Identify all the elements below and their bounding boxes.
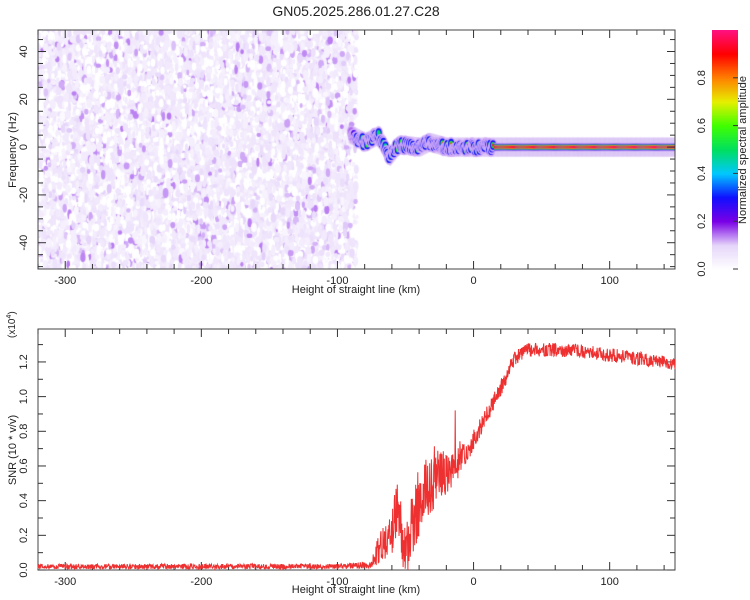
colorbar-tick-label: 0.6 bbox=[696, 118, 708, 133]
spectrogram-x-tick-label: 100 bbox=[600, 275, 618, 287]
spectrogram-y-tick-label: -20 bbox=[18, 187, 30, 203]
snr-y-tick-label: 1.2 bbox=[18, 354, 30, 369]
bottom-y-axis-label: SNR (10 * v/v) bbox=[7, 415, 19, 485]
bottom-x-axis-label: Height of straight line (km) bbox=[292, 584, 420, 596]
snr-x-tick-label: -200 bbox=[190, 576, 212, 588]
colorbar-tick-label: 0.8 bbox=[696, 70, 708, 85]
snr-x-tick-label: -300 bbox=[54, 576, 76, 588]
snr-y-tick-label: 0.0 bbox=[18, 562, 30, 577]
chart-title: GN05.2025.286.01.27.C28 bbox=[272, 3, 440, 19]
top-x-axis-label: Height of straight line (km) bbox=[292, 284, 420, 296]
spectrogram-x-tick-label: -300 bbox=[54, 275, 76, 287]
spectrogram-x-tick-label: -200 bbox=[190, 275, 212, 287]
snr-x-tick-label: 100 bbox=[600, 576, 618, 588]
colorbar-label: Normalized spectral amplitude bbox=[737, 76, 749, 224]
snr-series-line bbox=[37, 342, 676, 571]
colorbar-tick-label: 0.2 bbox=[696, 214, 708, 229]
colorbar-gradient bbox=[712, 30, 738, 270]
snr-x-tick-label: -100 bbox=[326, 576, 348, 588]
snr-y-tick-label: 0.4 bbox=[18, 493, 30, 508]
y-multiplier-label: (x104) bbox=[6, 311, 18, 338]
snr-y-tick-label: 1.0 bbox=[18, 389, 30, 404]
colorbar-axes: 0.0 0.2 0.4 0.6 0.8 bbox=[696, 70, 738, 277]
spectrogram-y-tick-label: 0 bbox=[18, 144, 30, 150]
spectrogram-frame bbox=[37, 29, 676, 270]
spectrogram-y-tick-label: 40 bbox=[18, 45, 30, 57]
snr-y-tick-label: 0.8 bbox=[18, 424, 30, 439]
spectrogram-x-tick-label: -100 bbox=[326, 275, 348, 287]
spectrogram-x-tick-label: 0 bbox=[470, 275, 476, 287]
snr-x-tick-label: 0 bbox=[470, 576, 476, 588]
snr-y-tick-label: 0.2 bbox=[18, 528, 30, 543]
spectrogram-y-tick-label: 20 bbox=[18, 93, 30, 105]
snr-axes: -300 -200 -100 0 100 0.0 0.2 0.4 0.6 0.8 1.0 1.2 bbox=[18, 328, 676, 588]
top-y-axis-label: Frequency (Hz) bbox=[7, 112, 19, 188]
colorbar-tick-label: 0.4 bbox=[696, 166, 708, 181]
snr-frame bbox=[37, 328, 676, 571]
spectrogram-y-tick-label: -40 bbox=[18, 235, 30, 251]
snr-y-tick-label: 0.6 bbox=[18, 458, 30, 473]
colorbar-tick-label: 0.0 bbox=[696, 261, 708, 276]
spectrogram-heatmap bbox=[38, 30, 675, 269]
